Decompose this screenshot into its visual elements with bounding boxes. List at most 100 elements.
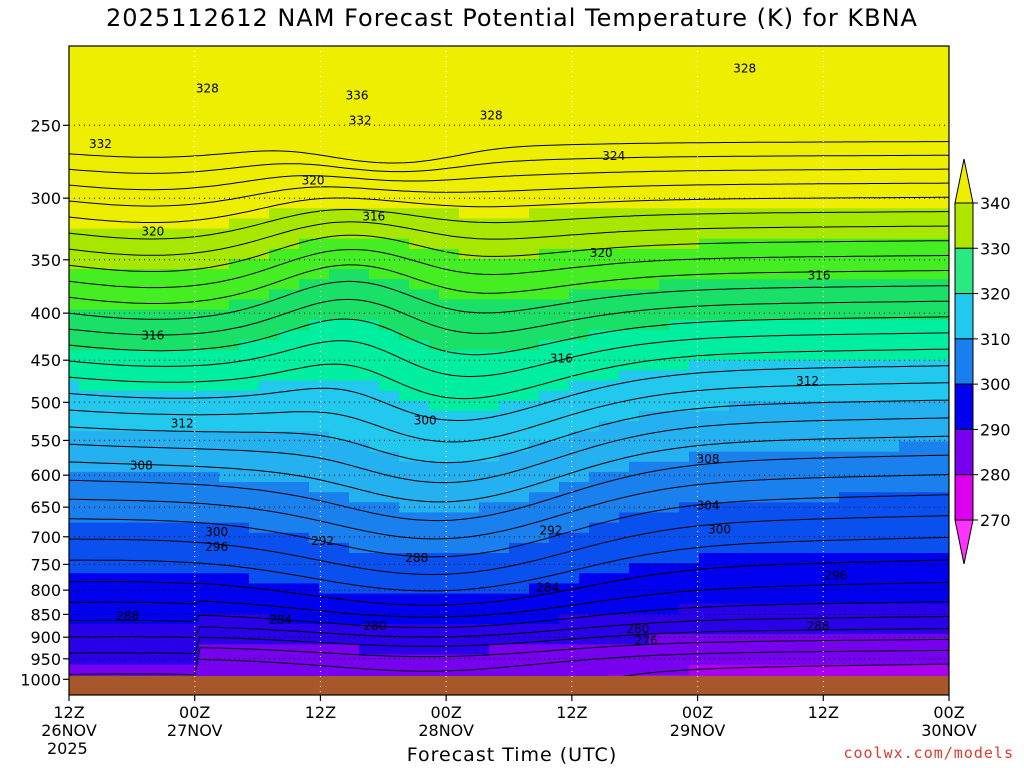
theta-cell — [539, 624, 550, 635]
theta-cell — [119, 147, 130, 159]
theta-cell — [79, 380, 90, 392]
theta-cell — [829, 177, 840, 189]
theta-cell — [479, 350, 490, 361]
theta-cell — [769, 340, 780, 351]
theta-cell — [729, 634, 740, 645]
theta-cell — [169, 66, 180, 78]
theta-cell — [409, 228, 420, 240]
theta-cell — [729, 127, 740, 138]
theta-cell — [639, 360, 650, 372]
theta-cell — [239, 228, 250, 240]
theta-cell — [459, 329, 470, 341]
theta-cell — [639, 127, 650, 138]
theta-cell — [479, 451, 490, 463]
theta-cell — [509, 319, 520, 331]
theta-cell — [79, 441, 90, 453]
theta-cell — [119, 269, 130, 280]
theta-cell — [299, 228, 310, 240]
theta-cell — [799, 228, 810, 240]
theta-cell — [809, 86, 820, 98]
theta-cell — [449, 157, 460, 169]
theta-cell — [429, 198, 440, 209]
theta-cell — [239, 624, 250, 635]
theta-cell — [769, 127, 780, 138]
theta-cell — [719, 634, 730, 645]
theta-cell — [679, 573, 690, 585]
theta-cell — [659, 441, 670, 453]
theta-cell — [79, 66, 90, 78]
theta-cell — [259, 380, 270, 392]
theta-cell — [109, 593, 120, 605]
theta-cell — [129, 542, 140, 554]
theta-cell — [669, 309, 680, 321]
theta-cell — [739, 269, 750, 280]
theta-cell — [659, 106, 670, 118]
theta-cell — [529, 157, 540, 169]
theta-cell — [449, 319, 460, 331]
theta-cell — [559, 654, 570, 666]
theta-cell — [149, 116, 160, 128]
theta-cell — [769, 654, 780, 666]
theta-cell — [819, 573, 830, 585]
theta-cell — [349, 208, 360, 219]
theta-cell — [419, 593, 430, 605]
theta-cell — [139, 532, 150, 544]
theta-cell — [129, 269, 140, 280]
theta-cell — [829, 66, 840, 78]
theta-cell — [649, 96, 660, 108]
theta-cell — [799, 218, 810, 230]
theta-cell — [489, 603, 500, 615]
theta-cell — [729, 279, 740, 290]
theta-cell — [119, 461, 130, 473]
theta-cell — [549, 471, 560, 483]
theta-cell — [159, 482, 170, 493]
theta-cell — [749, 289, 760, 301]
theta-cell — [789, 238, 800, 250]
theta-cell — [219, 177, 230, 189]
theta-cell — [469, 360, 480, 372]
theta-cell — [199, 532, 210, 544]
theta-cell — [759, 228, 770, 240]
theta-cell — [309, 482, 320, 493]
theta-cell — [389, 238, 400, 250]
theta-cell — [169, 613, 180, 625]
theta-cell — [79, 96, 90, 108]
theta-cell — [509, 248, 520, 260]
theta-cell — [109, 76, 120, 88]
theta-cell — [319, 238, 330, 250]
theta-cell — [469, 451, 480, 463]
theta-cell — [659, 634, 670, 645]
theta-cell — [589, 289, 600, 301]
theta-cell — [739, 319, 750, 331]
theta-cell — [579, 76, 590, 88]
theta-cell — [769, 644, 780, 656]
theta-cell — [309, 624, 320, 635]
theta-cell — [269, 400, 280, 412]
theta-cell — [89, 451, 100, 463]
theta-cell — [789, 583, 800, 595]
theta-cell — [499, 380, 510, 392]
theta-cell — [289, 279, 300, 290]
theta-cell — [839, 329, 850, 341]
theta-cell — [659, 583, 670, 595]
theta-cell — [219, 461, 230, 473]
theta-cell — [569, 522, 580, 534]
theta-cell — [149, 522, 160, 534]
theta-cell — [199, 542, 210, 554]
theta-cell — [689, 46, 700, 57]
theta-cell — [489, 86, 500, 98]
theta-cell — [229, 228, 240, 240]
theta-cell — [699, 593, 710, 605]
theta-cell — [809, 360, 820, 372]
theta-cell — [709, 147, 720, 159]
theta-cell — [749, 208, 760, 219]
theta-cell — [479, 167, 490, 179]
theta-cell — [389, 522, 400, 534]
theta-cell — [509, 76, 520, 88]
theta-cell — [299, 187, 310, 199]
theta-cell — [829, 309, 840, 321]
theta-cell — [669, 553, 680, 564]
theta-cell — [219, 492, 230, 503]
theta-cell — [699, 583, 710, 595]
theta-cell — [459, 370, 470, 382]
